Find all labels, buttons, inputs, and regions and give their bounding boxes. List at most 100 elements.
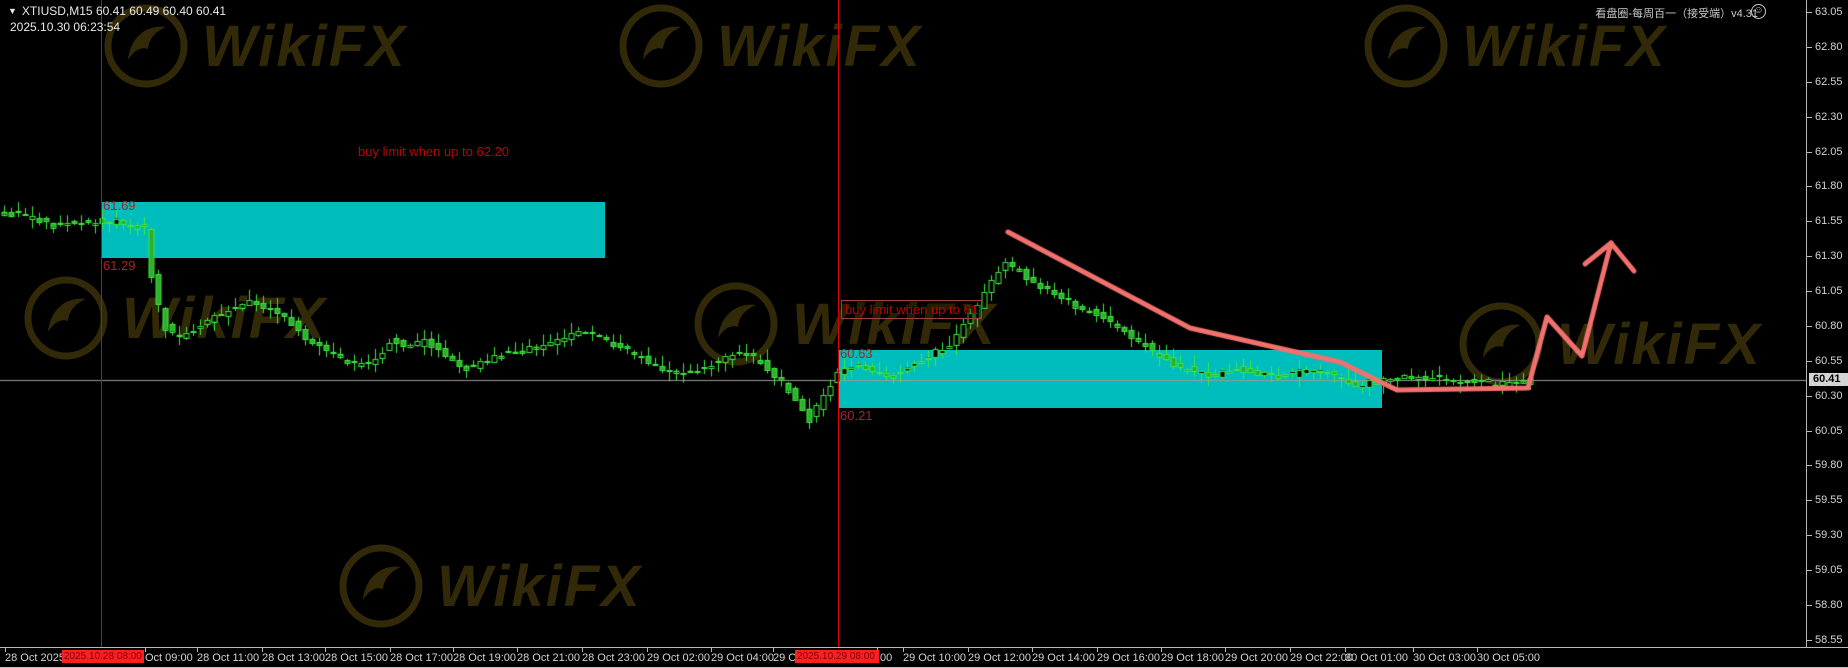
account-icon[interactable]: ☺ <box>1751 4 1766 19</box>
highlighted-datetime-tag: 2025.10.28 08:00 <box>62 650 144 663</box>
time-tick <box>5 648 6 652</box>
price-axis-label: 59.30 <box>1815 529 1843 542</box>
time-tick <box>711 648 712 652</box>
time-tick <box>1032 648 1033 652</box>
time-tick <box>325 648 326 652</box>
price-axis-label: 59.80 <box>1815 459 1843 472</box>
zone-low-price-label: 61.29 <box>103 257 136 273</box>
price-tick <box>1807 221 1812 223</box>
time-axis-label: 29 Oct 18:00 <box>1161 652 1224 664</box>
time-axis-label: :00 <box>877 652 893 664</box>
time-axis-label: 30 Oct 05:00 <box>1477 652 1540 664</box>
time-tick <box>262 648 263 652</box>
price-axis-label: 62.30 <box>1815 110 1843 123</box>
time-tick <box>1477 648 1478 652</box>
vertical-time-line[interactable] <box>101 0 102 647</box>
time-axis-label: 28 Oct 23:00 <box>582 652 645 664</box>
price-axis-label: 58.80 <box>1815 598 1843 611</box>
price-axis-label: 62.05 <box>1815 145 1843 158</box>
price-axis-label: 61.80 <box>1815 180 1843 193</box>
price-axis-label: 60.80 <box>1815 319 1843 332</box>
time-axis-label: 30 Oct 01:00 <box>1345 652 1408 664</box>
price-axis-label: 59.05 <box>1815 564 1843 576</box>
time-tick <box>1161 648 1162 652</box>
time-axis-label: 28 Oct 21:00 <box>517 652 580 664</box>
price-tick <box>1807 430 1812 432</box>
price-tick <box>1807 151 1812 153</box>
price-axis-label: 62.55 <box>1815 75 1843 88</box>
price-tick <box>1807 46 1812 48</box>
time-axis-label: 28 Oct 2025 <box>5 652 65 664</box>
time-tick <box>197 648 198 652</box>
price-tick <box>1807 465 1812 467</box>
time-tick <box>773 648 774 652</box>
buy-limit-note[interactable]: buy limit when up to 62.20 <box>358 144 510 159</box>
time-axis[interactable]: 28 Oct 2025 Oct 09:00 28 Oct 11:00 28 Oct 1… <box>0 647 1848 668</box>
price-axis-label: 62.80 <box>1815 40 1843 53</box>
time-axis-label: 28 Oct 15:00 <box>325 652 388 664</box>
time-axis-label: 28 Oct 13:00 <box>262 652 325 664</box>
price-axis-label: 61.55 <box>1815 215 1843 228</box>
zone-high-price-label: 61.69 <box>103 197 136 213</box>
price-tick <box>1807 325 1812 327</box>
price-tick <box>1807 639 1812 641</box>
time-tick <box>1290 648 1291 652</box>
time-tick <box>1097 648 1098 652</box>
price-tick <box>1807 360 1812 362</box>
price-axis-label: 60.55 <box>1815 354 1843 367</box>
price-tick <box>1807 291 1812 292</box>
time-axis-label: 29 Oct 22:00 <box>1290 652 1353 664</box>
price-tick <box>1807 256 1812 258</box>
time-tick <box>145 648 146 652</box>
price-axis-label: 59.55 <box>1815 494 1843 507</box>
price-axis-label: 58.55 <box>1815 633 1843 646</box>
price-tick <box>1807 186 1812 188</box>
time-axis-label: 29 Oct 14:00 <box>1032 652 1095 664</box>
time-tick <box>517 648 518 652</box>
price-axis-label: 61.05 <box>1815 285 1843 297</box>
zone-high-price-label: 60.63 <box>840 345 873 361</box>
time-axis-label: 28 Oct 17:00 <box>390 652 453 664</box>
server-timestamp: 2025.10.30 06:23:54 <box>10 20 121 34</box>
time-axis-label: 29 Oct 20:00 <box>1225 652 1288 664</box>
time-axis-label: Oct 09:00 <box>145 652 193 664</box>
price-tick <box>1807 604 1812 606</box>
candlestick-canvas[interactable] <box>0 0 1806 647</box>
price-tick <box>1807 12 1812 13</box>
chevron-down-icon[interactable]: ▼ <box>8 6 17 16</box>
price-tick <box>1807 116 1812 118</box>
time-axis-label: 29 Oct 10:00 <box>903 652 966 664</box>
price-axis-label: 60.30 <box>1815 389 1843 402</box>
price-tick <box>1807 81 1812 83</box>
zone-low-price-label: 60.21 <box>840 408 873 424</box>
symbol-ohlc-text: XTIUSD,M15 60.41 60.49 60.40 60.41 <box>21 4 227 18</box>
price-axis[interactable]: 63.05 62.80 62.55 62.30 62.05 61.80 61.55 61.30… <box>1806 0 1848 647</box>
time-axis-label: 29 Oct 02:00 <box>647 652 710 664</box>
time-axis-label: 29 Oct 04:00 <box>711 652 774 664</box>
time-tick <box>903 648 904 652</box>
vertical-time-line[interactable] <box>838 0 839 647</box>
price-tick <box>1807 535 1812 537</box>
time-tick <box>968 648 969 652</box>
current-price-tag: 60.41 <box>1809 373 1848 387</box>
price-axis-label: 60.05 <box>1815 424 1843 437</box>
price-tick <box>1807 570 1812 571</box>
time-axis-label: 30 Oct 03:00 <box>1413 652 1476 664</box>
price-axis-label: 61.30 <box>1815 250 1843 263</box>
time-axis-label: 28 Oct 19:00 <box>453 652 516 664</box>
time-tick <box>390 648 391 652</box>
symbol-ohlc-line[interactable]: ▼ XTIUSD,M15 60.41 60.49 60.40 60.41 <box>8 4 226 18</box>
chart-area[interactable]: WikiFX WikiFX WikiFX WikiFX WikiFX WikiF… <box>0 0 1806 647</box>
indicator-title: 看盘圈-每周百一（接受端）v4.31 <box>1595 8 1758 20</box>
time-axis-label: 29 Oct 16:00 <box>1097 652 1160 664</box>
time-tick <box>1345 648 1346 652</box>
time-tick <box>453 648 454 652</box>
buy-limit-note[interactable]: buy limit when up to 61 <box>841 300 982 319</box>
time-tick <box>1225 648 1226 652</box>
time-axis-label: 28 Oct 11:00 <box>197 652 260 664</box>
price-tick <box>1807 500 1812 502</box>
time-tick <box>647 648 648 652</box>
highlighted-datetime-tag: 2025.10.29 08:00 <box>795 650 879 663</box>
time-axis-label: 29 Oct 12:00 <box>968 652 1031 664</box>
